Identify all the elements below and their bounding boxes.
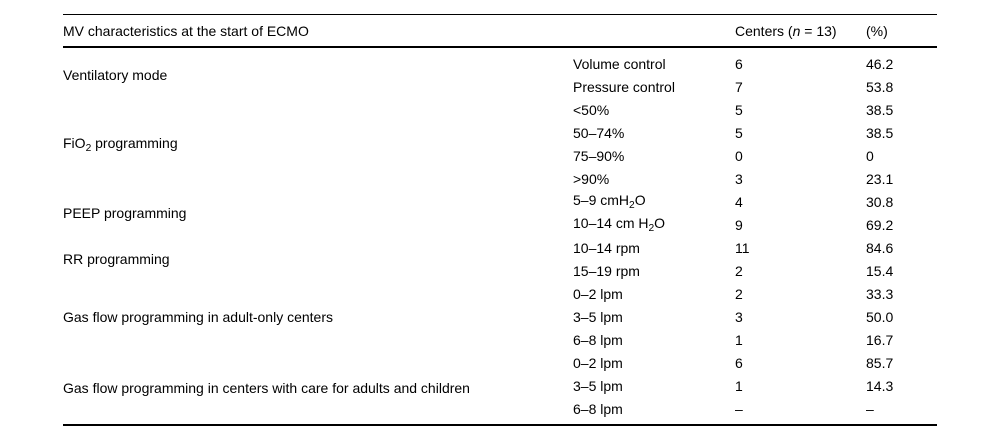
percent-cell: 85.7 [866,354,894,371]
option-cell: 6–8 lpm [573,331,623,348]
category-cell: Ventilatory mode [63,67,168,83]
percent-cell: 23.1 [866,170,894,187]
option-cell: 5–9 cmH2O [573,192,646,211]
centers-count-cell: 4 [735,193,743,210]
centers-count-cell: 2 [735,285,743,302]
percent-cell: 38.5 [866,101,894,118]
centers-count-cell: – [735,400,743,417]
percent-cell: 69.2 [866,216,894,233]
table-row: 15–19 rpm 2 15.4 [63,259,937,282]
centers-count-cell: 6 [735,354,743,371]
option-cell: 10–14 cm H2O [573,215,666,234]
italic-text: n [792,22,801,39]
centers-count-cell: 5 [735,101,743,118]
table-row: 75–90% 0 0 [63,144,937,167]
option-cell: 3–5 lpm [573,308,623,325]
percent-cell: 14.3 [866,377,894,394]
centers-count-cell: 5 [735,124,743,141]
percent-cell: 0 [866,147,874,164]
option-cell: 10–14 rpm [573,239,640,256]
option-cell: Volume control [573,55,666,72]
table-row: Ventilatory mode Volume control 6 46.2 [63,47,937,84]
table-row: >90% 3 23.1 [63,167,937,190]
centers-count-cell: 1 [735,377,743,394]
table-row: RR programming 10–14 rpm 11 84.6 [63,236,937,268]
centers-count-cell: 3 [735,170,743,187]
category-cell: RR programming [63,251,170,267]
centers-count-cell: 7 [735,78,743,95]
percent-cell: 50.0 [866,308,894,325]
option-cell: 0–2 lpm [573,354,623,371]
percent-cell: 15.4 [866,262,894,279]
table-row: 6–8 lpm 1 16.7 [63,328,937,351]
table-body: Ventilatory mode Volume control 6 46.2 Press… [63,47,937,425]
option-cell: 3–5 lpm [573,377,623,394]
option-cell: 6–8 lpm [573,400,623,417]
option-cell: Pressure control [573,78,675,95]
subscript-text: 2 [629,199,635,211]
percent-cell: – [866,400,874,417]
option-cell: >90% [573,170,610,187]
table-header-row: MV characteristics at the start of ECMO … [63,14,937,48]
table-row: FiO2 programming <50% 5 38.5 [63,98,937,154]
centers-count-cell: 3 [735,308,743,325]
table-row: 10–14 cm H2O 9 69.2 [63,213,937,236]
category-cell: Gas flow programming in centers with car… [63,379,470,396]
table-row: Pressure control 7 53.8 [63,75,937,98]
category-cell: Gas flow programming in adult-only cente… [63,308,334,325]
option-cell: 0–2 lpm [573,285,623,302]
mv-characteristics-table: MV characteristics at the start of ECMO … [63,14,937,426]
header-centers: Centers (n = 13) [735,14,866,48]
subscript-text: 2 [648,222,655,234]
header-percent: (%) [866,14,937,48]
centers-count-cell: 2 [735,262,743,279]
option-cell: 50–74% [573,124,625,141]
table-row: 6–8 lpm – – [63,397,937,425]
percent-cell: 53.8 [866,78,894,95]
percent-cell: 16.7 [866,331,894,348]
centers-count-cell: 9 [735,216,743,233]
table-row: 3–5 lpm 1 14.3 [63,374,937,397]
option-cell: 15–19 rpm [573,262,640,279]
option-cell: 75–90% [573,147,625,164]
percent-cell: 46.2 [866,55,894,72]
table-row: Gas flow programming in centers with car… [63,351,937,396]
header-spacer [573,14,735,48]
table-row: 50–74% 5 38.5 [63,121,937,144]
table-row: Gas flow programming in adult-only cente… [63,282,937,325]
percent-cell: 38.5 [866,124,894,141]
percent-cell: 33.3 [866,285,894,302]
table-row: 3–5 lpm 3 50.0 [63,305,937,328]
category-cell: PEEP programming [63,205,187,221]
header-characteristics: MV characteristics at the start of ECMO [63,14,573,48]
percent-cell: 30.8 [866,193,894,210]
centers-count-cell: 1 [735,331,743,348]
centers-count-cell: 6 [735,55,743,72]
option-cell: <50% [573,101,610,118]
centers-count-cell: 11 [735,239,750,256]
centers-count-cell: 0 [735,147,743,164]
table-row: PEEP programming 5–9 cmH2O 4 30.8 [63,190,937,221]
subscript-text: 2 [85,142,92,154]
category-cell: FiO2 programming [63,134,178,154]
percent-cell: 84.6 [866,239,894,256]
